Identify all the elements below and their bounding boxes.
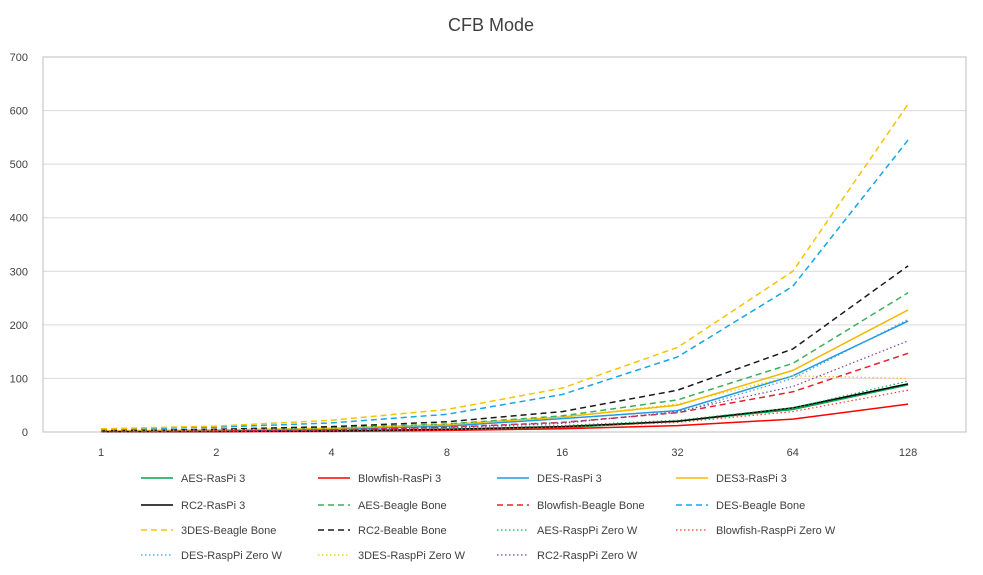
legend-item: DES-RasPi 3 xyxy=(497,473,602,485)
legend-label: DES3-RasPi 3 xyxy=(716,473,787,485)
legend-item: DES-RaspPi Zero W xyxy=(141,550,282,562)
series-line xyxy=(100,139,909,431)
series-line xyxy=(100,375,909,432)
y-tick-label: 0 xyxy=(22,427,28,439)
y-tick-label: 200 xyxy=(10,320,28,332)
legend-item: AES-Beagle Bone xyxy=(318,500,447,512)
series-line xyxy=(100,380,909,433)
y-tick-label: 600 xyxy=(10,106,28,118)
legend-item: Blowfish-Beagle Bone xyxy=(497,500,645,512)
series-line xyxy=(100,265,909,432)
legend: AES-RasPi 3 Blowfish-RasPi 3 DES-RasPi 3 DE… xyxy=(141,473,836,562)
legend-label: Blowfish-RasPi 3 xyxy=(358,473,441,485)
legend-label: Blowfish-RaspPi Zero W xyxy=(716,525,836,537)
legend-label: RC2-RaspPi Zero W xyxy=(537,550,638,562)
legend-item: RC2-RasPi 3 xyxy=(141,500,245,512)
x-tick-label: 2 xyxy=(213,447,219,459)
legend-label: AES-RasPi 3 xyxy=(181,473,245,485)
legend-item: DES3-RasPi 3 xyxy=(676,473,787,485)
legend-label: 3DES-Beagle Bone xyxy=(181,525,276,537)
y-tick-label: 300 xyxy=(10,266,28,278)
legend-item: AES-RaspPi Zero W xyxy=(497,525,638,537)
legend-item: RC2-RaspPi Zero W xyxy=(497,550,638,562)
series-line xyxy=(100,103,909,430)
legend-label: AES-Beagle Bone xyxy=(358,500,447,512)
legend-item: DES-Beagle Bone xyxy=(676,500,805,512)
legend-label: AES-RaspPi Zero W xyxy=(537,525,638,537)
chart-title: CFB Mode xyxy=(448,15,534,35)
legend-label: RC2-RasPi 3 xyxy=(181,500,245,512)
series-lines xyxy=(100,103,909,433)
legend-label: Blowfish-Beagle Bone xyxy=(537,500,645,512)
y-tick-label: 700 xyxy=(10,52,28,64)
legend-item: 3DES-RaspPi Zero W xyxy=(318,550,466,562)
y-tick-label: 500 xyxy=(10,159,28,171)
legend-label: DES-RasPi 3 xyxy=(537,473,602,485)
y-tick-label: 400 xyxy=(10,213,28,225)
legend-item: RC2-Beable Bone xyxy=(318,525,447,537)
x-tick-label: 8 xyxy=(444,447,450,459)
series-line xyxy=(100,389,909,433)
legend-label: DES-RaspPi Zero W xyxy=(181,550,282,562)
x-tick-label: 16 xyxy=(556,447,568,459)
legend-item: Blowfish-RaspPi Zero W xyxy=(676,525,836,537)
x-tick-label: 4 xyxy=(329,447,335,459)
axes: 0 100 200 300 400 500 600 700 1 2 4 8 16 32 64 128 xyxy=(10,52,967,459)
x-tick-label: 64 xyxy=(787,447,799,459)
legend-item: AES-RasPi 3 xyxy=(141,473,245,485)
series-line xyxy=(100,318,909,433)
y-tick-label: 100 xyxy=(10,373,28,385)
legend-label: 3DES-RaspPi Zero W xyxy=(358,550,466,562)
legend-item: Blowfish-RasPi 3 xyxy=(318,473,441,485)
x-tick-label: 32 xyxy=(671,447,683,459)
legend-label: DES-Beagle Bone xyxy=(716,500,805,512)
x-tick-label: 1 xyxy=(98,447,104,459)
x-tick-label: 128 xyxy=(899,447,917,459)
legend-label: RC2-Beable Bone xyxy=(358,525,447,537)
legend-item: 3DES-Beagle Bone xyxy=(141,525,276,537)
series-line xyxy=(100,352,909,433)
